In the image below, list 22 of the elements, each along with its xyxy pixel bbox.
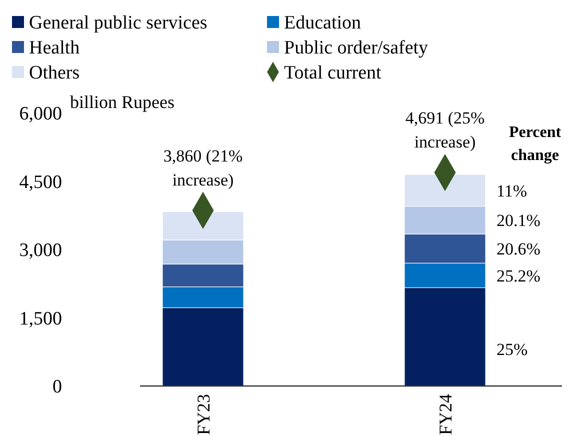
- annotation: 4,691 (25% increase): [405, 108, 485, 152]
- legend-label: General public services: [29, 12, 208, 34]
- annotation: Percent change: [508, 124, 562, 164]
- y-tick-label: 6,000: [19, 104, 62, 125]
- y-tick-label: 4,500: [19, 172, 62, 193]
- annotation: 25.2%: [496, 266, 540, 286]
- y-tick-label: 3,000: [19, 240, 62, 262]
- legend-label: Education: [284, 12, 362, 34]
- legend-label: Total current: [284, 62, 382, 84]
- legend-label: Others: [29, 62, 80, 84]
- annotation: 25%: [496, 340, 528, 359]
- legend-label: Health: [29, 38, 80, 59]
- x-tick-label: FY23: [193, 394, 214, 436]
- y-tick-label: 1,500: [19, 308, 62, 330]
- y-axis-title: billion Rupees: [70, 92, 174, 112]
- y-tick-label: 0: [52, 376, 62, 398]
- x-tick-label: FY24: [435, 394, 456, 436]
- annotation: 11%: [496, 181, 528, 200]
- annotation: 20.6%: [496, 240, 540, 259]
- annotation: 20.1%: [496, 211, 540, 230]
- annotation: 3,860 (21% increase): [163, 146, 243, 190]
- legend-label: Public order/safety: [284, 38, 429, 59]
